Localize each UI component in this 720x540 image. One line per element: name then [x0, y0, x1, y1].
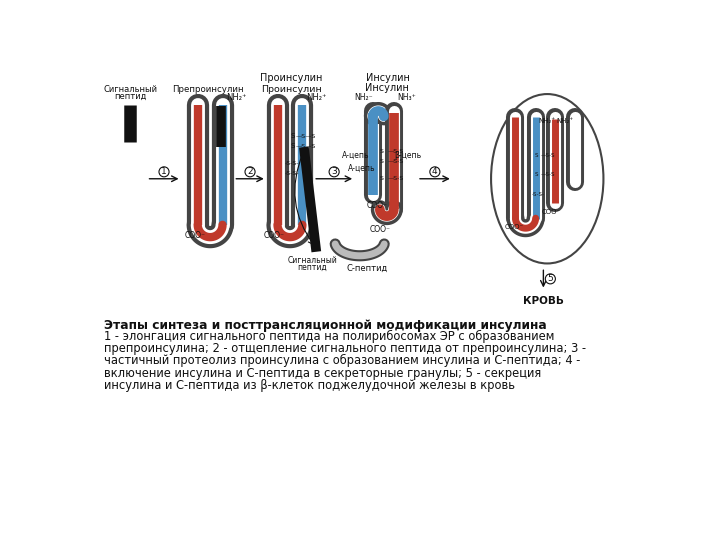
Text: Проинсулин: Проинсулин: [261, 73, 323, 83]
Text: С-пептид: С-пептид: [347, 264, 388, 273]
Text: —S-S: —S-S: [387, 150, 403, 154]
Text: —S—S: —S—S: [296, 144, 316, 149]
Text: S: S: [535, 153, 538, 158]
Text: включение инсулина и С-пептида в секреторные гранулы; 5 - секреция: включение инсулина и С-пептида в секрето…: [104, 367, 541, 380]
Text: Сигнальный: Сигнальный: [287, 256, 337, 265]
Text: препроинсулина; 2 - отщепление сигнального пептида от препроинсулина; 3 -: препроинсулина; 2 - отщепление сигнально…: [104, 342, 586, 355]
Text: пептид: пептид: [297, 263, 327, 272]
Text: COO⁻: COO⁻: [369, 225, 390, 234]
Circle shape: [245, 167, 255, 177]
Text: COO⁻: COO⁻: [366, 201, 387, 210]
Text: пептид: пептид: [114, 92, 146, 101]
Circle shape: [430, 167, 440, 177]
Text: —S-S: —S-S: [387, 176, 403, 181]
Text: 4: 4: [432, 167, 438, 177]
Circle shape: [545, 274, 555, 284]
Text: КРОВЬ: КРОВЬ: [523, 296, 564, 306]
Text: 3: 3: [331, 167, 337, 177]
Text: NH₂⁺: NH₂⁺: [539, 118, 556, 124]
Text: —S-S: —S-S: [387, 159, 403, 164]
Circle shape: [159, 167, 169, 177]
Text: NH₂⁺: NH₂⁺: [226, 93, 247, 103]
Text: NH₂⁻: NH₂⁻: [354, 93, 373, 102]
Text: S: S: [290, 143, 294, 149]
Text: А-цепь: А-цепь: [348, 164, 375, 173]
Text: Сигнальный: Сигнальный: [103, 85, 157, 94]
Text: -S-S-: -S-S-: [285, 161, 300, 166]
Text: S: S: [380, 176, 384, 181]
Circle shape: [329, 167, 339, 177]
Text: А-цепь: А-цепь: [342, 151, 369, 160]
Text: Инсулин: Инсулин: [366, 73, 410, 83]
Text: Этапы синтеза и посттрансляционной модификации инсулина: Этапы синтеза и посттрансляционной модиф…: [104, 319, 546, 332]
Text: S: S: [535, 172, 538, 178]
Text: β-цепь: β-цепь: [394, 151, 421, 160]
Text: инсулина и С-пептида из β-клеток поджелудочной железы в кровь: инсулина и С-пептида из β-клеток поджелу…: [104, 379, 515, 392]
Text: -S-S-: -S-S-: [285, 171, 300, 176]
Text: NH₂⁺: NH₂⁺: [306, 93, 327, 103]
Text: —S-S: —S-S: [540, 172, 555, 178]
Text: частичный протеолиз проинсулина с образованием инсулина и С-пептида; 4 -: частичный протеолиз проинсулина с образо…: [104, 354, 580, 367]
Text: COO⁻: COO⁻: [264, 231, 285, 240]
Text: 1: 1: [161, 167, 167, 177]
Text: 1 - элонгация сигнального пептида на полирибосомах ЭР с образованием: 1 - элонгация сигнального пептида на пол…: [104, 330, 554, 343]
Text: NH₃⁺: NH₃⁺: [397, 93, 416, 102]
Text: COO⁻: COO⁻: [185, 231, 206, 240]
Text: Инсулин: Инсулин: [365, 83, 409, 93]
Text: Проинсулин: Проинсулин: [261, 85, 322, 94]
Text: COO⁻: COO⁻: [504, 224, 523, 230]
Text: 5: 5: [547, 274, 553, 284]
Text: —S-S: —S-S: [540, 153, 555, 158]
Text: -S-S-: -S-S-: [531, 192, 544, 197]
Text: —S—S: —S—S: [296, 134, 316, 139]
Text: Препроинсулин: Препроинсулин: [172, 85, 243, 94]
Text: 2: 2: [247, 167, 253, 177]
Text: S: S: [290, 133, 294, 139]
Text: S: S: [380, 159, 384, 164]
Text: S: S: [380, 150, 384, 154]
Text: COO⁻: COO⁻: [541, 209, 561, 215]
Text: NH₂⁺: NH₂⁺: [557, 118, 574, 124]
